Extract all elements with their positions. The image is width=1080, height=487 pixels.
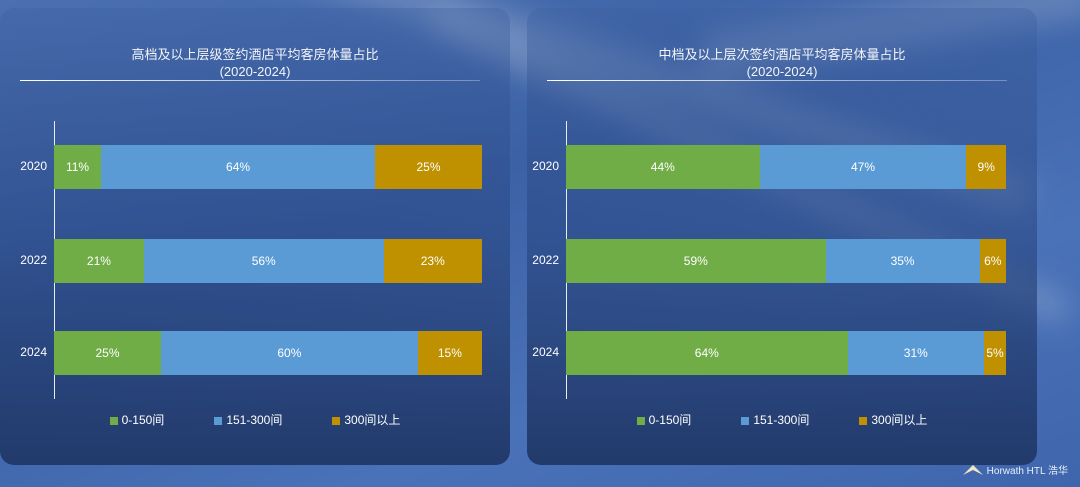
legend-swatch bbox=[109, 416, 118, 425]
title-divider bbox=[547, 80, 1007, 81]
legend-swatch bbox=[332, 416, 341, 425]
legend-item: 300间以上 bbox=[332, 411, 400, 428]
bar-segment: 11% bbox=[54, 145, 102, 189]
bar-segment: 35% bbox=[825, 239, 980, 283]
legend-swatch bbox=[741, 416, 750, 425]
data-label: 35% bbox=[890, 254, 915, 268]
data-label: 21% bbox=[86, 254, 111, 268]
legend-item: 0-150间 bbox=[109, 411, 164, 428]
data-label: 25% bbox=[416, 160, 441, 174]
bar-segment: 64% bbox=[101, 145, 375, 189]
data-label: 9% bbox=[977, 160, 995, 174]
data-label: 11% bbox=[65, 160, 90, 174]
chart-title: 高档及以上层级签约酒店平均客房体量占比 (2020-2024) bbox=[131, 47, 379, 79]
title-divider bbox=[20, 80, 480, 81]
y-tick-label: 2020 bbox=[20, 159, 47, 173]
data-label: 31% bbox=[903, 346, 928, 360]
data-label: 59% bbox=[683, 254, 708, 268]
y-tick-label: 2022 bbox=[532, 253, 559, 267]
data-label: 47% bbox=[850, 160, 875, 174]
bar-segment: 15% bbox=[417, 331, 482, 375]
data-label: 5% bbox=[986, 346, 1004, 360]
data-label: 64% bbox=[226, 160, 251, 174]
chart-panel-2 bbox=[527, 8, 1037, 465]
legend-swatch bbox=[214, 416, 223, 425]
bar-segment: 59% bbox=[566, 239, 826, 283]
data-label: 15% bbox=[437, 346, 462, 360]
data-label: 25% bbox=[95, 346, 120, 360]
legend-swatch bbox=[859, 416, 868, 425]
chart-panel-1 bbox=[0, 8, 510, 465]
y-tick-label: 2022 bbox=[20, 253, 47, 267]
bar-segment: 60% bbox=[161, 331, 418, 375]
legend-item: 151-300间 bbox=[741, 411, 809, 428]
bar-segment: 5% bbox=[984, 331, 1006, 375]
legend: 0-150间 151-300间 300间以上 bbox=[527, 411, 1037, 428]
data-label: 23% bbox=[420, 254, 445, 268]
bar-segment: 64% bbox=[566, 331, 848, 375]
legend-swatch bbox=[636, 416, 645, 425]
chart-title: 中档及以上层次签约酒店平均客房体量占比 (2020-2024) bbox=[658, 47, 906, 79]
legend-item: 0-150间 bbox=[636, 411, 691, 428]
bar-segment: 56% bbox=[143, 239, 384, 283]
bar-segment: 44% bbox=[566, 145, 760, 189]
bar-segment: 47% bbox=[759, 145, 967, 189]
bar-segment: 25% bbox=[375, 145, 482, 189]
legend-item: 151-300间 bbox=[214, 411, 282, 428]
data-label: 60% bbox=[277, 346, 302, 360]
data-label: 56% bbox=[251, 254, 276, 268]
y-tick-label: 2020 bbox=[532, 159, 559, 173]
horwath-logo: Horwath HTL 浩华 bbox=[962, 462, 1068, 477]
data-label: 64% bbox=[694, 346, 719, 360]
logo-icon bbox=[962, 464, 983, 475]
chart-1: 高档及以上层级签约酒店平均客房体量占比 (2020-2024) 2020 11% 64… bbox=[0, 8, 510, 465]
bar-segment: 31% bbox=[847, 331, 984, 375]
y-tick-label: 2024 bbox=[532, 345, 559, 359]
data-label: 6% bbox=[984, 254, 1002, 268]
bar-segment: 9% bbox=[966, 145, 1006, 189]
bar-segment: 23% bbox=[383, 239, 482, 283]
legend-item: 300间以上 bbox=[859, 411, 927, 428]
y-tick-label: 2024 bbox=[20, 345, 47, 359]
legend: 0-150间 151-300间 300间以上 bbox=[0, 411, 510, 428]
bar-segment: 25% bbox=[54, 331, 161, 375]
bar-segment: 21% bbox=[54, 239, 144, 283]
data-label: 44% bbox=[650, 160, 675, 174]
bar-segment: 6% bbox=[979, 239, 1006, 283]
chart-2: 中档及以上层次签约酒店平均客房体量占比 (2020-2024) 2020 44% 47… bbox=[527, 8, 1037, 465]
